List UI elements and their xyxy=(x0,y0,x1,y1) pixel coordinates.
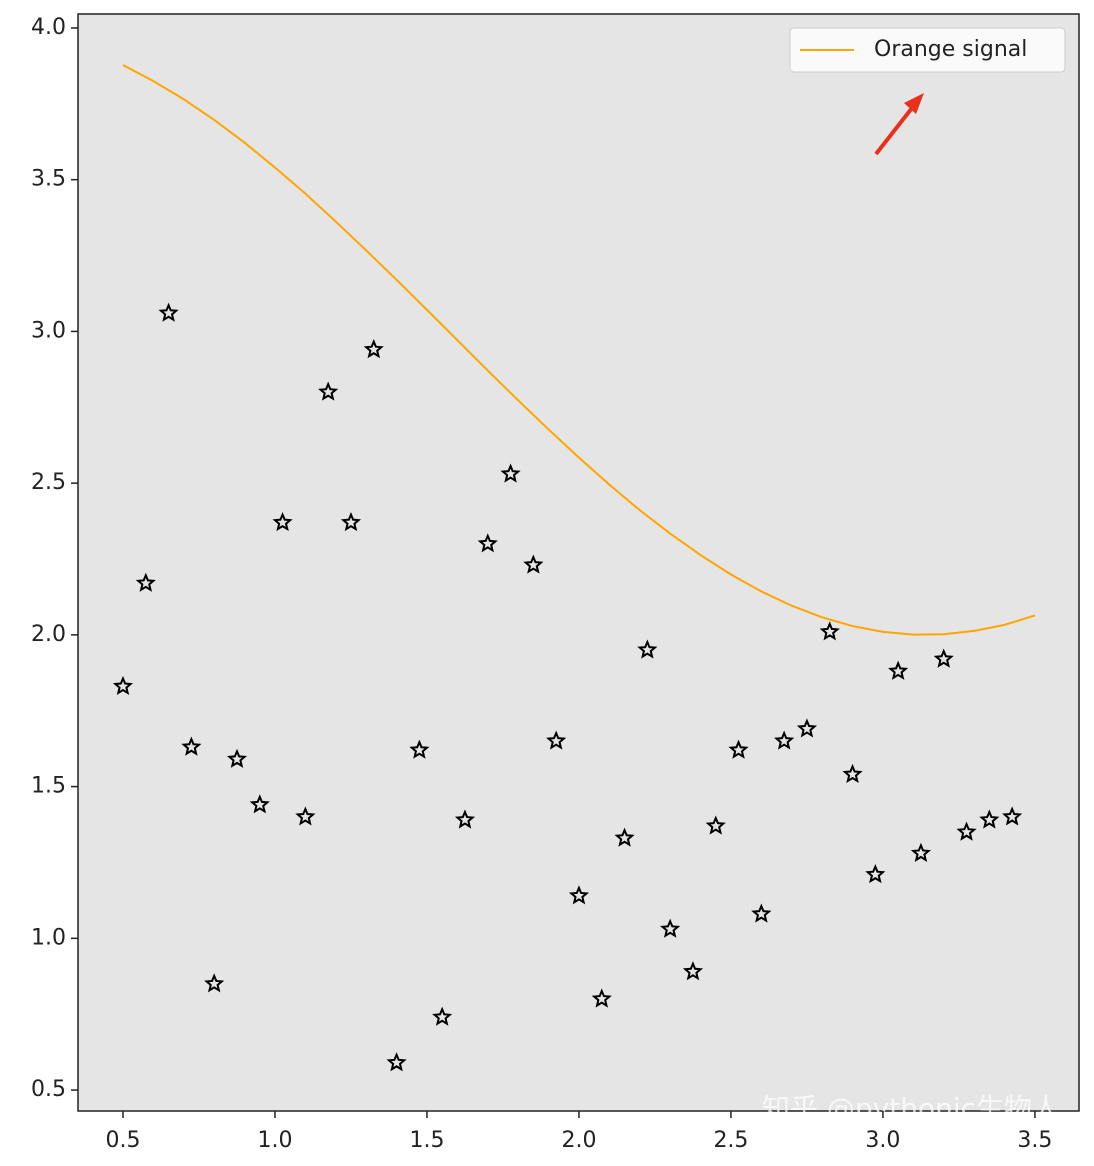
star-point xyxy=(751,903,772,923)
star-point xyxy=(682,961,704,981)
arrow-head xyxy=(904,93,924,114)
star-point xyxy=(295,806,316,826)
star-point xyxy=(568,885,590,905)
star-point xyxy=(546,730,567,750)
y-tick-label: 3.0 xyxy=(31,318,66,343)
star-point xyxy=(728,739,749,759)
x-tick-label: 2.0 xyxy=(561,1128,596,1153)
y-tick-label: 0.5 xyxy=(31,1077,66,1102)
star-point xyxy=(158,302,179,322)
legend-box xyxy=(789,27,1066,73)
line-series xyxy=(122,64,1036,636)
y-tick-label: 1.5 xyxy=(31,774,66,799)
star-point xyxy=(500,463,521,483)
star-point xyxy=(477,533,498,553)
y-tick-label: 4.0 xyxy=(31,15,66,40)
x-tick-label: 1.5 xyxy=(409,1128,444,1153)
star-point xyxy=(660,918,681,938)
star-point xyxy=(774,730,795,750)
star-point xyxy=(591,988,612,1008)
star-point xyxy=(249,794,270,814)
star-point xyxy=(386,1052,407,1072)
star-point xyxy=(454,809,476,829)
star-point xyxy=(1002,806,1023,826)
star-point xyxy=(204,973,225,993)
x-tick-label: 1.0 xyxy=(257,1128,292,1153)
y-tick-label: 2.5 xyxy=(31,470,66,495)
star-point xyxy=(637,639,658,659)
star-point xyxy=(523,554,544,574)
star-point xyxy=(956,821,977,841)
star-point xyxy=(112,675,134,696)
x-tick-label: 3.5 xyxy=(1017,1128,1052,1153)
plot-area xyxy=(78,14,1079,1111)
star-point xyxy=(340,511,362,532)
arrow-shaft xyxy=(874,106,914,156)
star-point xyxy=(979,809,1000,829)
star-point xyxy=(226,748,248,768)
star-point xyxy=(865,864,886,884)
star-point xyxy=(796,718,818,738)
star-point xyxy=(318,381,339,401)
star-point xyxy=(135,572,156,592)
watermark: 知乎 @pythonic生物人 xyxy=(762,1092,1060,1125)
y-tick-label: 1.0 xyxy=(31,925,66,950)
legend-label: Orange signal xyxy=(874,37,1027,62)
x-tick-label: 3.0 xyxy=(865,1128,900,1153)
arrow xyxy=(874,93,924,156)
star-point xyxy=(933,648,954,668)
star-point xyxy=(910,842,932,862)
star-point xyxy=(272,511,293,532)
x-tick-label: 2.5 xyxy=(713,1128,748,1153)
y-tick-label: 2.0 xyxy=(31,622,66,647)
x-tick-label: 0.5 xyxy=(105,1128,140,1153)
star-point xyxy=(705,815,726,835)
star-point xyxy=(432,1006,453,1026)
legend: Orange signal xyxy=(789,27,1066,73)
star-point xyxy=(181,736,202,756)
star-point xyxy=(363,339,384,359)
y-tick-label: 3.5 xyxy=(31,167,66,192)
star-point xyxy=(842,763,863,784)
star-point xyxy=(614,827,635,847)
star-point xyxy=(819,621,840,641)
star-point xyxy=(409,739,430,759)
star-point xyxy=(888,660,909,680)
